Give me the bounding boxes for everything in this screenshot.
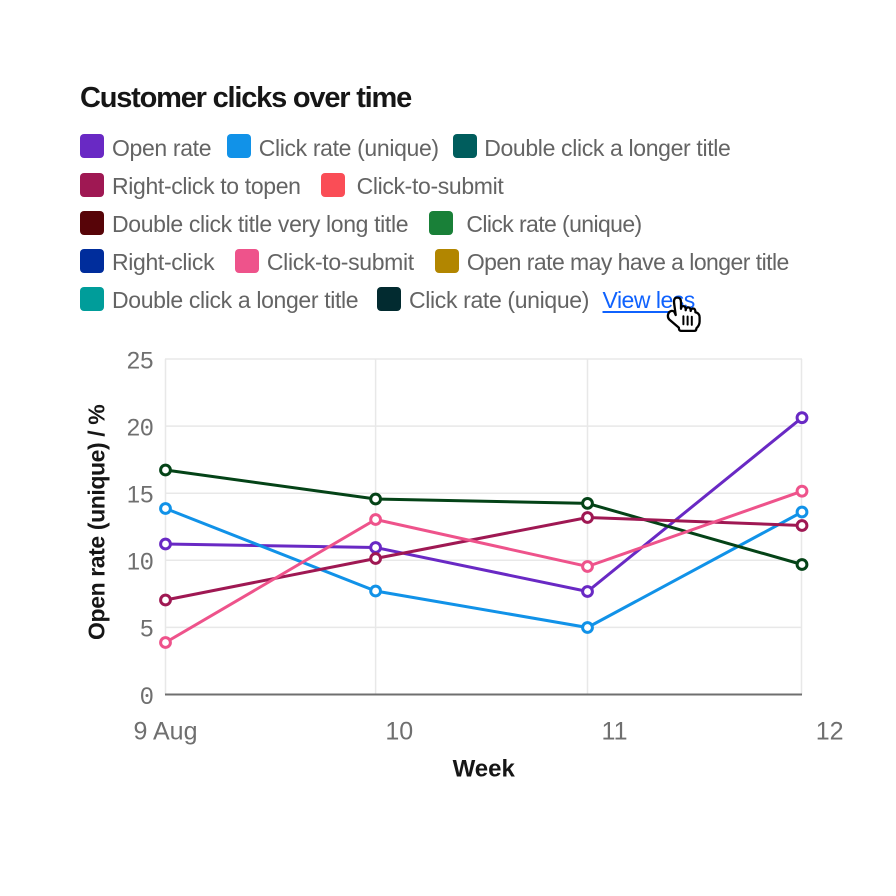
svg-text:10: 10 <box>127 549 154 576</box>
svg-text:10: 10 <box>385 717 413 745</box>
svg-text:11: 11 <box>602 717 628 745</box>
svg-text:Week: Week <box>453 756 516 783</box>
svg-text:15: 15 <box>127 482 154 509</box>
svg-text:20: 20 <box>127 414 154 441</box>
svg-text:12: 12 <box>816 717 844 745</box>
svg-text:9 Aug: 9 Aug <box>134 717 198 745</box>
svg-text:25: 25 <box>127 347 154 374</box>
svg-text:5: 5 <box>140 616 153 643</box>
svg-text:Open rate (unique) / %: Open rate (unique) / % <box>84 405 110 640</box>
